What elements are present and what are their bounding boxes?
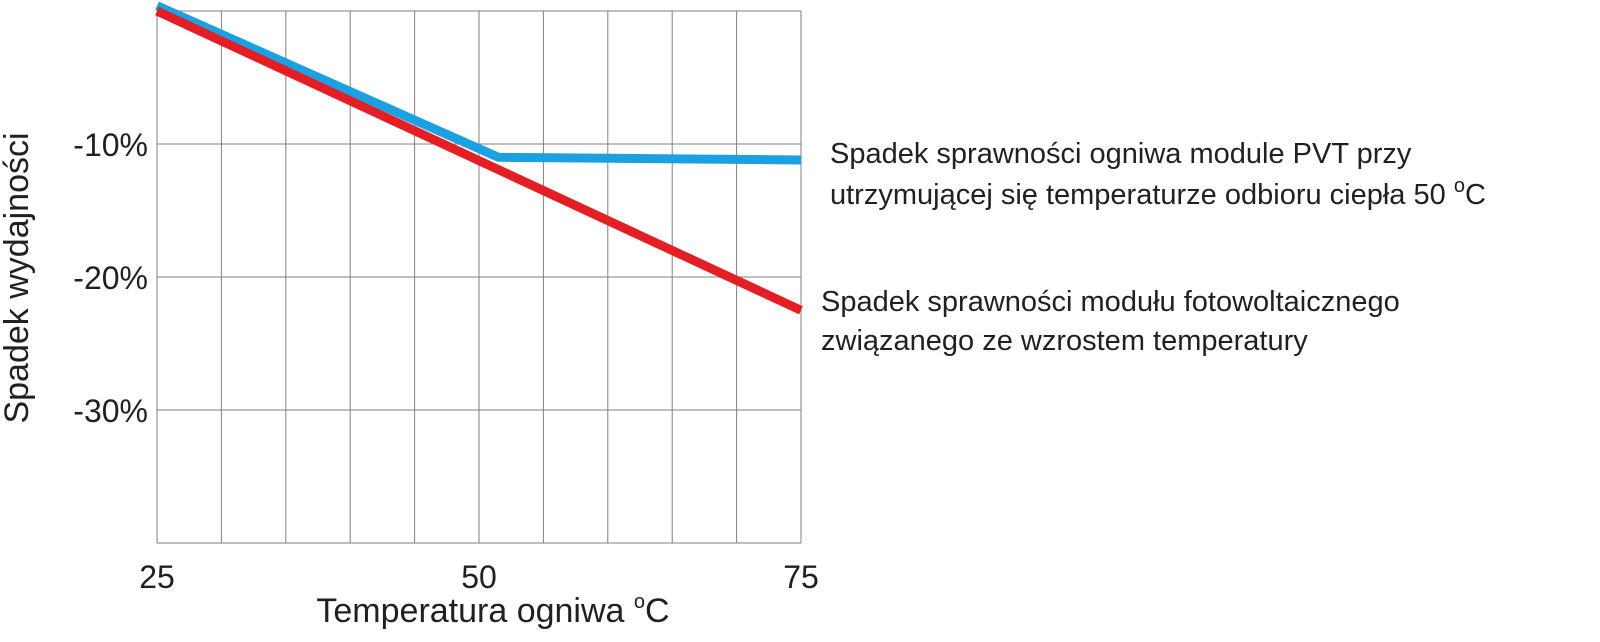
y-axis-title: Spadek wydajności	[0, 132, 36, 423]
grid	[156, 10, 802, 544]
x-axis-unit-sup: o	[634, 591, 645, 613]
y-tick-label: -20%	[73, 260, 148, 296]
x-axis-unit: C	[645, 592, 670, 630]
legend-entry-pv: Spadek sprawności modułu fotowoltaiczneg…	[821, 286, 1400, 357]
x-tick-labels: 25 50 75	[139, 559, 819, 595]
series-line-pv	[155, 6, 803, 315]
x-axis-title: Temperatura ogniwa oC	[316, 591, 669, 630]
series-layer	[155, 1, 803, 315]
legend-pvt-unit: C	[1465, 179, 1486, 211]
legend-entry-pvt: Spadek sprawności ogniwa module PVT przy…	[830, 138, 1486, 211]
legend-pvt-line-1: Spadek sprawności ogniwa module PVT przy	[830, 138, 1412, 170]
y-tick-label: -30%	[73, 393, 148, 429]
x-axis-title-text: Temperatura ogniwa	[316, 592, 624, 630]
legend-pv-line-2: związanego ze wzrostem temperatury	[821, 325, 1308, 357]
legend-pvt-line-2: utrzymującej się temperaturze odbioru ci…	[830, 175, 1486, 211]
legend-pvt-line-2-text: utrzymującej się temperaturze odbioru ci…	[830, 179, 1454, 211]
x-tick-label: 75	[783, 559, 819, 595]
series-line-pvt	[155, 1, 802, 165]
legend-pv-line-1: Spadek sprawności modułu fotowoltaiczneg…	[821, 286, 1400, 318]
y-tick-labels: -10% -20% -30%	[73, 127, 148, 429]
x-tick-label: 25	[139, 559, 175, 595]
y-tick-label: -10%	[73, 127, 148, 163]
legend-pvt-unit-sup: o	[1454, 175, 1465, 197]
x-tick-label: 50	[461, 559, 497, 595]
